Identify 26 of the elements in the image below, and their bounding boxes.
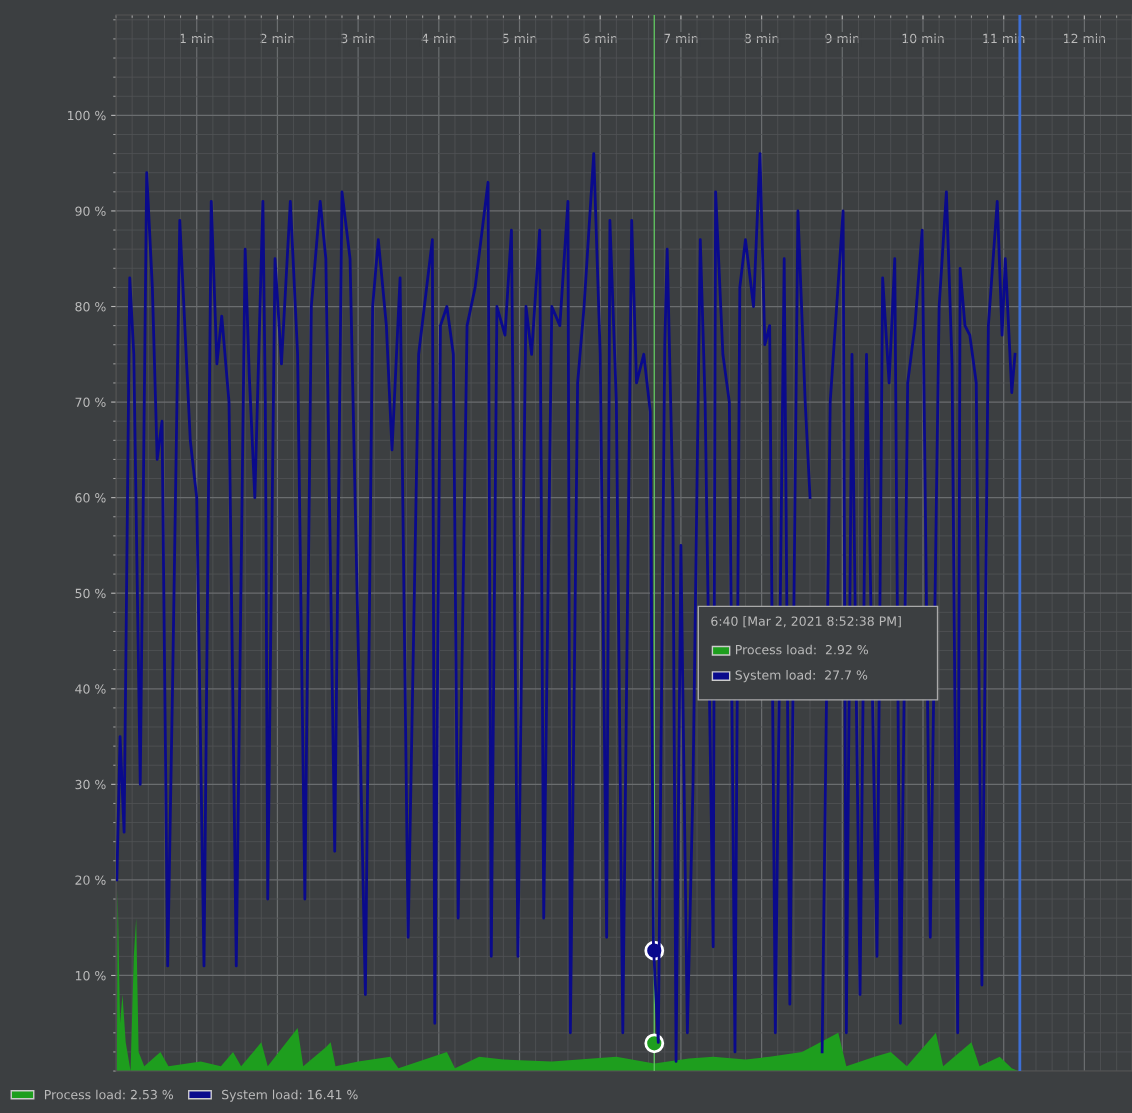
y-tick-label: 90 % xyxy=(75,206,106,216)
y-tick-label: 70 % xyxy=(75,397,106,407)
x-tick-label: 7 min xyxy=(664,33,698,43)
x-tick-label: 5 min xyxy=(502,33,537,44)
annotation: Process load: 2.92 % xyxy=(735,644,869,655)
x-tick-label: 8 min xyxy=(744,33,779,44)
y-tick-label: 20 % xyxy=(75,875,106,885)
annotation: System load: 27.7 % xyxy=(735,670,868,683)
annotation: 6:40 [Mar 2, 2021 8:52:38 PM] xyxy=(711,616,901,628)
y-tick-label: 80 % xyxy=(75,301,106,312)
x-tick-label: 2 min xyxy=(260,33,295,43)
y-tick-label: 30 % xyxy=(75,779,106,790)
y-tick-label: 40 % xyxy=(75,684,106,694)
legend-label: Process load: 2.53 % xyxy=(44,1089,174,1100)
x-tick-label: 3 min xyxy=(341,33,375,44)
y-tick-label: 100 % xyxy=(67,110,106,121)
y-tick-label: 10 % xyxy=(75,970,106,981)
x-tick-label: 1 min xyxy=(180,33,214,43)
x-tick-label: 9 min xyxy=(825,33,859,44)
y-tick-label: 60 % xyxy=(75,493,106,503)
x-tick-label: 4 min xyxy=(421,33,456,43)
legend-label: System load: 16.41 % xyxy=(222,1089,358,1102)
x-tick-label: 10 min xyxy=(902,33,944,44)
x-tick-label: 6 min xyxy=(583,33,617,44)
y-tick-label: 50 % xyxy=(75,588,106,599)
x-tick-label: 12 min xyxy=(1064,33,1106,43)
